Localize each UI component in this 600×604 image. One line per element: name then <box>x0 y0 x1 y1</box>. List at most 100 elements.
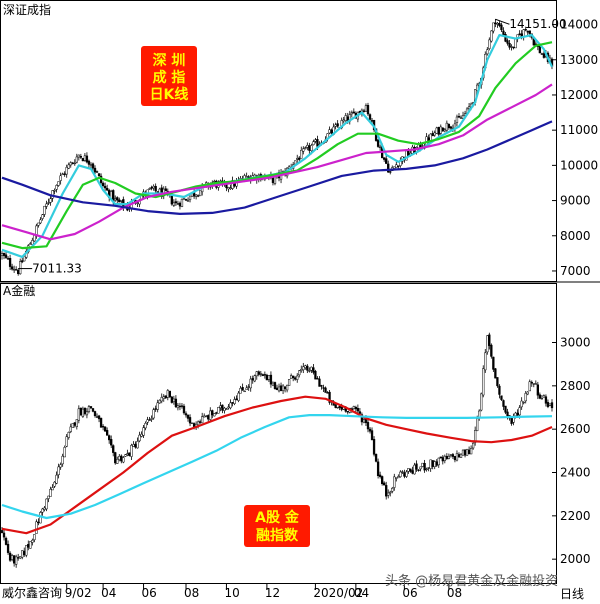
top-badge-line-2: 成 指 <box>153 69 186 86</box>
candle-body <box>97 173 101 177</box>
candle-body <box>12 555 16 564</box>
candle-body <box>6 258 10 260</box>
candle-body <box>89 406 93 409</box>
top-badge-line-3: 日K线 <box>150 86 189 103</box>
candle-body <box>61 173 64 176</box>
candle-body <box>476 84 479 91</box>
candle-body <box>419 466 422 470</box>
candle-body <box>506 411 509 417</box>
candle-body <box>393 476 396 488</box>
candle-body <box>277 386 281 392</box>
candle-body <box>298 157 301 160</box>
candle-body <box>356 408 360 412</box>
candle-body <box>376 139 380 147</box>
y-tick-label: 9000 <box>560 194 591 208</box>
moving-average-line-1 <box>1 395 553 535</box>
candle-body <box>134 443 137 448</box>
candle-body <box>43 205 46 215</box>
candle-body <box>120 455 123 462</box>
candle-body <box>308 370 311 372</box>
candle-body <box>279 385 283 391</box>
x-tick-label: 10 <box>224 586 239 600</box>
candle-body <box>415 463 418 470</box>
candle-body <box>439 126 442 134</box>
candle-body <box>196 421 200 426</box>
candle-body <box>85 411 89 416</box>
candle-body <box>312 367 315 373</box>
candle-body <box>395 164 398 168</box>
candle-body <box>397 476 400 479</box>
candle-body <box>83 407 87 414</box>
candle-body <box>330 129 333 134</box>
candle-body <box>215 412 218 414</box>
candle-body <box>538 45 542 54</box>
candle-body <box>160 397 163 402</box>
candle-body <box>19 261 22 275</box>
candle-body <box>459 117 463 119</box>
candle-body <box>174 398 178 407</box>
bottom-badge-line-2: 融指数 <box>256 527 299 544</box>
candle-body <box>506 40 509 44</box>
candle-body <box>172 398 176 402</box>
candle-body <box>334 404 337 408</box>
candle-body <box>516 412 519 416</box>
candle-body <box>255 371 258 377</box>
candle-body <box>126 453 129 456</box>
candle-body <box>99 417 103 428</box>
candle-body <box>328 391 331 403</box>
candle-body <box>344 115 347 121</box>
candle-body <box>21 260 24 263</box>
candle-body <box>437 457 440 466</box>
candle-body <box>41 214 44 219</box>
candle-body <box>300 150 303 159</box>
candle-body <box>385 485 388 497</box>
candle-body <box>71 162 74 164</box>
candle-body <box>298 370 301 376</box>
candle-body <box>71 423 74 428</box>
candle-body <box>372 439 376 455</box>
candle-body <box>480 393 483 411</box>
candle-body <box>378 146 382 149</box>
moving-average-line-2 <box>1 414 553 520</box>
candle-body <box>231 402 234 404</box>
candle-body <box>433 132 436 136</box>
candle-body <box>69 162 72 166</box>
candle-body <box>530 381 533 384</box>
candle-body <box>142 427 145 436</box>
candle-body <box>536 384 539 396</box>
candle-body <box>310 145 313 152</box>
candle-body <box>23 550 26 556</box>
y-tick-label: 2800 <box>560 379 591 393</box>
candle-body <box>300 369 303 371</box>
candle-body <box>178 202 182 207</box>
candle-body <box>21 550 24 558</box>
candle-body <box>103 426 107 432</box>
moving-average-line-3 <box>1 83 553 241</box>
footer-watermark: 头条 @杨易君黄金及金融投资 <box>385 573 558 589</box>
bottom-panel-title: A金融 <box>3 283 35 298</box>
candle-body <box>146 419 149 423</box>
candle-body <box>217 407 220 414</box>
candle-body <box>45 498 48 510</box>
candle-body <box>486 335 489 353</box>
candle-body <box>441 127 444 132</box>
candle-body <box>389 171 392 173</box>
candle-body <box>510 46 513 48</box>
candle-body <box>488 39 491 49</box>
candle-body <box>407 468 410 472</box>
candle-body <box>53 190 56 192</box>
candle-body <box>39 219 42 224</box>
candle-body <box>413 464 416 475</box>
candle-body <box>23 256 26 262</box>
candle-body <box>29 541 32 549</box>
candle-body <box>476 418 479 432</box>
candle-body <box>6 543 10 553</box>
candle-body <box>87 160 91 165</box>
candle-body <box>93 411 97 417</box>
candle-body <box>435 461 438 466</box>
candle-body <box>358 411 362 414</box>
candle-body <box>502 400 505 407</box>
candle-body <box>101 182 105 187</box>
candle-body <box>152 185 155 189</box>
